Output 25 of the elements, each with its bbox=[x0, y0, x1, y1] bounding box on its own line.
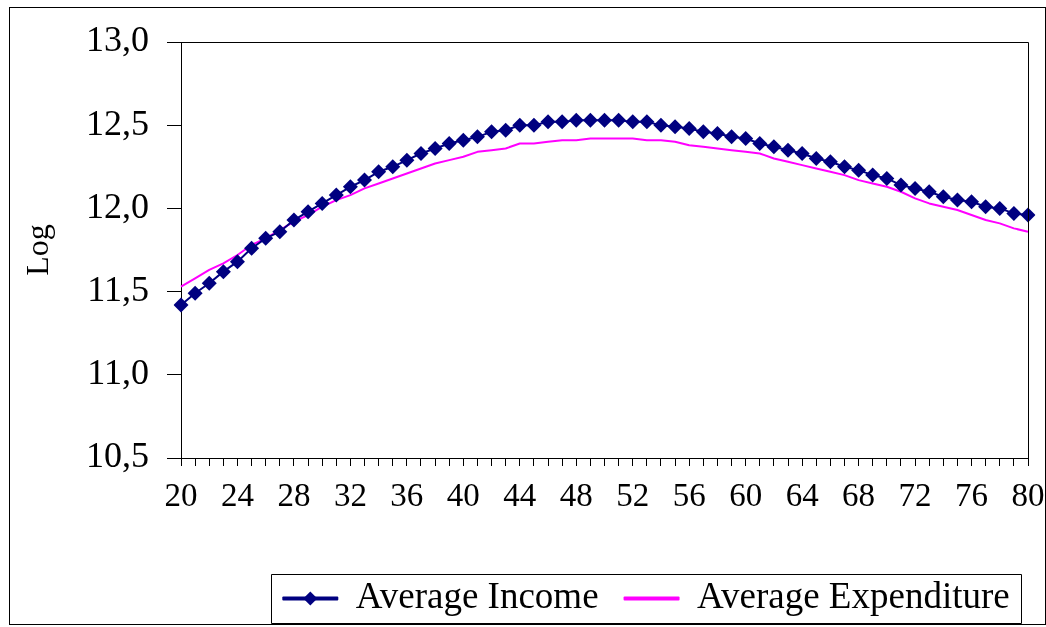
x-tick-label: 32 bbox=[333, 477, 367, 514]
y-tick-label: 12,0 bbox=[86, 185, 149, 226]
legend-label: Average Expenditure bbox=[697, 575, 1010, 617]
y-tick-label: 11,5 bbox=[87, 269, 149, 310]
legend-label: Average Income bbox=[355, 575, 599, 617]
y-tick-label: 13,0 bbox=[86, 19, 149, 60]
x-tick-label: 60 bbox=[729, 477, 763, 514]
x-tick-label: 36 bbox=[390, 477, 424, 514]
y-axis-title: Log bbox=[18, 224, 55, 276]
x-tick-label: 44 bbox=[503, 477, 537, 514]
x-tick-label: 40 bbox=[446, 477, 480, 514]
x-tick-label: 52 bbox=[616, 477, 650, 514]
x-tick-label: 64 bbox=[785, 477, 819, 514]
x-tick-label: 24 bbox=[220, 477, 254, 514]
y-tick-label: 10,5 bbox=[86, 435, 149, 476]
x-tick-label: 56 bbox=[672, 477, 706, 514]
x-tick-label: 20 bbox=[164, 477, 198, 514]
x-tick-label: 72 bbox=[898, 477, 932, 514]
x-tick-label: 76 bbox=[955, 477, 989, 514]
x-tick-label: 80 bbox=[1011, 477, 1045, 514]
y-tick-label: 12,5 bbox=[86, 102, 149, 143]
x-tick-label: 28 bbox=[277, 477, 311, 514]
y-tick-label: 11,0 bbox=[87, 352, 149, 393]
x-tick-label: 68 bbox=[842, 477, 876, 514]
x-tick-label: 48 bbox=[559, 477, 593, 514]
